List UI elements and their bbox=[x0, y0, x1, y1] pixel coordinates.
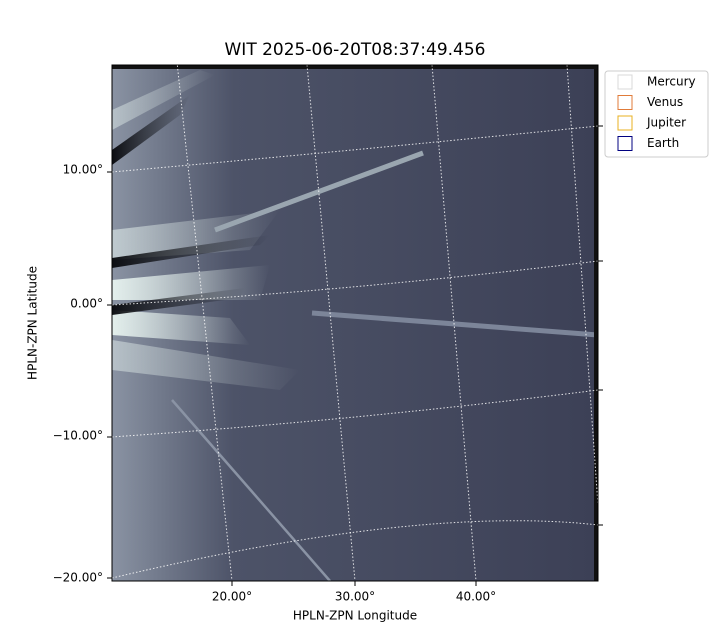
x-tick-label: 40.00° bbox=[456, 590, 496, 604]
y-tick-label: −10.00° bbox=[53, 429, 103, 443]
y-axis-label: HPLN-ZPN Latitude bbox=[26, 266, 40, 380]
title: WIT 2025-06-20T08:37:49.456 bbox=[225, 40, 486, 60]
legend-swatch bbox=[617, 95, 633, 110]
y-tick-label: 0.00° bbox=[70, 297, 103, 311]
legend-label: Mercury bbox=[647, 75, 696, 89]
x-axis-label: HPLN-ZPN Longitude bbox=[293, 609, 417, 623]
y-tick-label: −20.00° bbox=[53, 571, 103, 585]
legend-swatch bbox=[617, 136, 633, 151]
x-tick-label: 20.00° bbox=[212, 590, 252, 604]
legend bbox=[604, 70, 709, 158]
legend-swatch bbox=[617, 74, 633, 90]
x-tick-label: 30.00° bbox=[335, 590, 375, 604]
y-tick-label: 10.00° bbox=[63, 163, 103, 177]
legend-swatch bbox=[617, 115, 633, 131]
legend-label: Venus bbox=[647, 95, 683, 109]
image bbox=[112, 65, 598, 581]
legend-label: Earth bbox=[647, 136, 679, 150]
legend-label: Jupiter bbox=[646, 116, 686, 130]
